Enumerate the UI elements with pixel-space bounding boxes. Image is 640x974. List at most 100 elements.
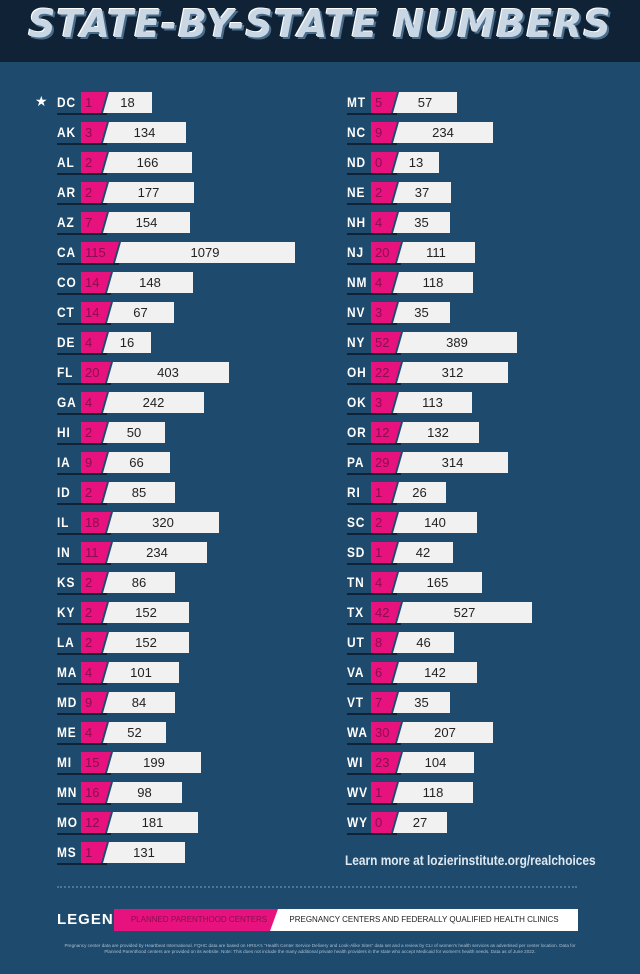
pregnancy-center-bar: 152: [103, 632, 189, 653]
row-underline: [347, 173, 397, 175]
planned-parenthood-bar: 2: [371, 182, 397, 203]
row-underline: [57, 293, 111, 295]
row-underline: [57, 443, 107, 445]
row-underline: [347, 653, 397, 655]
planned-parenthood-bar: 0: [371, 812, 397, 833]
state-abbr: MT: [347, 94, 366, 110]
row-underline: [347, 683, 397, 685]
row-underline: [57, 113, 107, 115]
pregnancy-center-bar: 320: [107, 512, 219, 533]
row-underline: [57, 203, 107, 205]
pregnancy-center-bar: 113: [393, 392, 472, 413]
row-underline: [347, 563, 397, 565]
state-abbr: NM: [347, 274, 368, 290]
planned-parenthood-bar: 2: [81, 632, 107, 653]
state-abbr: CO: [57, 274, 77, 290]
row-underline: [57, 413, 107, 415]
pregnancy-center-bar: 98: [107, 782, 182, 803]
learn-more-link[interactable]: Learn more at lozierinstitute.org/realch…: [345, 852, 596, 868]
planned-parenthood-bar: 7: [371, 692, 397, 713]
planned-parenthood-bar: 20: [81, 362, 111, 383]
row-underline: [347, 263, 401, 265]
title-bar: STATE-BY-STATE NUMBERS: [0, 0, 640, 62]
state-abbr: OH: [347, 364, 367, 380]
pregnancy-center-bar: 111: [397, 242, 475, 263]
pregnancy-center-bar: 104: [397, 752, 474, 773]
row-underline: [347, 473, 401, 475]
planned-parenthood-bar: 7: [81, 212, 107, 233]
planned-parenthood-bar: 1: [371, 482, 397, 503]
planned-parenthood-bar: 1: [81, 92, 107, 113]
state-abbr: RI: [347, 484, 361, 500]
planned-parenthood-bar: 42: [371, 602, 401, 623]
state-abbr: DE: [57, 334, 76, 350]
pregnancy-center-bar: 132: [397, 422, 479, 443]
row-underline: [347, 713, 397, 715]
planned-parenthood-bar: 4: [81, 722, 107, 743]
pregnancy-center-bar: 85: [103, 482, 175, 503]
state-abbr: DC: [57, 94, 76, 110]
state-abbr: PA: [347, 454, 365, 470]
state-abbr: CA: [57, 244, 76, 260]
row-underline: [347, 773, 401, 775]
pregnancy-center-bar: 86: [103, 572, 175, 593]
row-underline: [347, 623, 401, 625]
state-abbr: CT: [57, 304, 75, 320]
planned-parenthood-bar: 14: [81, 272, 111, 293]
planned-parenthood-bar: 2: [81, 602, 107, 623]
planned-parenthood-bar: 18: [81, 512, 111, 533]
state-abbr: WA: [347, 724, 368, 740]
pregnancy-center-bar: 101: [103, 662, 179, 683]
pregnancy-center-bar: 314: [397, 452, 508, 473]
planned-parenthood-bar: 3: [371, 392, 397, 413]
state-abbr: OK: [347, 394, 367, 410]
pregnancy-center-bar: 35: [393, 212, 450, 233]
pregnancy-center-bar: 52: [103, 722, 166, 743]
pregnancy-center-bar: 13: [393, 152, 439, 173]
pregnancy-center-bar: 46: [393, 632, 454, 653]
legend-planned-parenthood: PLANNED PARENTHOOD CENTERS: [114, 909, 284, 931]
planned-parenthood-bar: 29: [371, 452, 401, 473]
planned-parenthood-bar: 4: [371, 572, 397, 593]
row-underline: [57, 503, 107, 505]
planned-parenthood-bar: 16: [81, 782, 111, 803]
row-underline: [57, 773, 111, 775]
planned-parenthood-bar: 11: [81, 542, 111, 563]
state-abbr: MS: [57, 844, 77, 860]
row-underline: [57, 233, 107, 235]
state-abbr: KY: [57, 604, 76, 620]
state-abbr: NC: [347, 124, 366, 140]
row-underline: [57, 473, 107, 475]
pregnancy-center-bar: 527: [397, 602, 532, 623]
state-abbr: MI: [57, 754, 72, 770]
pregnancy-center-bar: 312: [397, 362, 508, 383]
planned-parenthood-bar: 4: [81, 392, 107, 413]
planned-parenthood-bar: 12: [81, 812, 111, 833]
pregnancy-center-bar: 67: [107, 302, 174, 323]
row-underline: [57, 713, 107, 715]
planned-parenthood-bar: 9: [81, 452, 107, 473]
state-abbr: SC: [347, 514, 366, 530]
planned-parenthood-bar: 52: [371, 332, 401, 353]
state-abbr: NE: [347, 184, 366, 200]
pregnancy-center-bar: 403: [107, 362, 229, 383]
state-abbr: TX: [347, 604, 364, 620]
state-abbr: AZ: [57, 214, 75, 230]
state-abbr: NV: [347, 304, 366, 320]
legend-pregnancy-centers: PREGNANCY CENTERS AND FEDERALLY QUALIFIE…: [270, 909, 578, 931]
planned-parenthood-bar: 22: [371, 362, 401, 383]
pregnancy-center-bar: 242: [103, 392, 204, 413]
pregnancy-center-bar: 57: [393, 92, 457, 113]
pregnancy-center-bar: 154: [103, 212, 190, 233]
state-abbr: MN: [57, 784, 78, 800]
state-abbr: KS: [57, 574, 76, 590]
planned-parenthood-bar: 4: [371, 272, 397, 293]
divider: [57, 886, 577, 888]
planned-parenthood-bar: 9: [371, 122, 397, 143]
state-abbr: ID: [57, 484, 71, 500]
pregnancy-center-bar: 142: [393, 662, 477, 683]
state-abbr: LA: [57, 634, 75, 650]
pregnancy-center-bar: 152: [103, 602, 189, 623]
pregnancy-center-bar: 37: [393, 182, 451, 203]
planned-parenthood-bar: 6: [371, 662, 397, 683]
